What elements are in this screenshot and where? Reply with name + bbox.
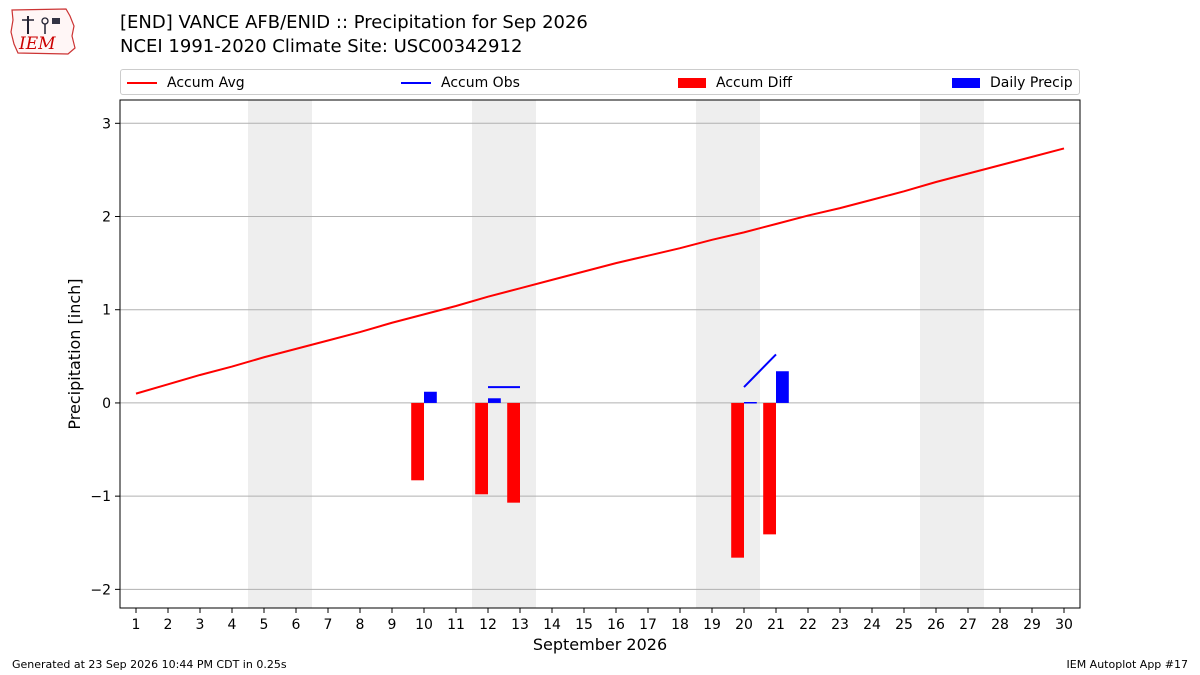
x-tick-label: 28 [991, 617, 1009, 633]
x-tick-label: 6 [292, 617, 301, 633]
x-tick-label: 11 [447, 617, 465, 633]
x-tick-label: 10 [415, 617, 433, 633]
x-tick-label: 5 [260, 617, 269, 633]
legend-item-accum-obs: Accum Obs [401, 73, 520, 93]
generated-footer: Generated at 23 Sep 2026 10:44 PM CDT in… [12, 658, 287, 671]
legend-item-daily-precip: Daily Precip [952, 73, 1073, 93]
x-tick-label: 21 [767, 617, 785, 633]
x-tick-label: 26 [927, 617, 945, 633]
legend-item-accum-avg: Accum Avg [127, 73, 245, 93]
x-tick-label: 30 [1055, 617, 1073, 633]
accum-diff-bar [475, 402, 488, 495]
daily-precip-bar [424, 391, 437, 403]
x-tick-label: 29 [1023, 617, 1041, 633]
x-axis-label: September 2026 [533, 635, 667, 654]
accum-obs-line [743, 353, 777, 388]
accum-avg-line [135, 147, 1065, 395]
x-tick-label: 24 [863, 617, 881, 633]
app-footer: IEM Autoplot App #17 [1066, 658, 1189, 671]
daily-precip-bar [744, 402, 757, 404]
y-tick-label: 0 [102, 396, 111, 412]
x-tick-label: 17 [639, 617, 657, 633]
accum-diff-bar [507, 402, 520, 503]
x-tick-label: 13 [511, 617, 529, 633]
legend-swatch [952, 78, 980, 88]
x-tick-label: 19 [703, 617, 721, 633]
x-tick-label: 14 [543, 617, 561, 633]
x-tick-label: 7 [324, 617, 333, 633]
chart-subtitle: NCEI 1991-2020 Climate Site: USC00342912 [120, 36, 523, 57]
x-tick-label: 3 [196, 617, 205, 633]
logo-text: IEM [18, 34, 56, 54]
x-tick-label: 16 [607, 617, 625, 633]
legend-label: Accum Diff [716, 75, 793, 91]
y-tick-label: 2 [102, 210, 111, 226]
x-tick-label: 2 [164, 617, 173, 633]
y-tick-label: 1 [102, 303, 111, 319]
plot-frame [119, 99, 1081, 609]
legend-swatch [127, 82, 157, 84]
weekend-band [472, 100, 536, 608]
legend-label: Accum Obs [441, 75, 520, 91]
iem-logo: IEM [8, 6, 78, 62]
weekend-band [696, 100, 760, 608]
chart-legend: Accum Avg Accum Obs Accum Diff Daily Pre… [120, 69, 1080, 95]
x-tick-label: 9 [388, 617, 397, 633]
accum-diff-bar [731, 402, 744, 558]
daily-precip-bar [488, 398, 501, 403]
accum-diff-bar [411, 402, 424, 481]
x-tick-label: 4 [228, 617, 237, 633]
x-tick-label: 12 [479, 617, 497, 633]
x-tick-label: 8 [356, 617, 365, 633]
accum-diff-bar [763, 402, 776, 535]
x-tick-label: 25 [895, 617, 913, 633]
x-tick-label: 23 [831, 617, 849, 633]
weekend-band [920, 100, 984, 608]
x-tick-label: 18 [671, 617, 689, 633]
y-axis-label: Precipitation [inch] [65, 278, 84, 429]
legend-swatch [401, 82, 431, 84]
x-tick-label: 1 [132, 617, 141, 633]
y-tick-label: −2 [90, 582, 111, 598]
chart-title: [END] VANCE AFB/ENID :: Precipitation fo… [120, 12, 588, 33]
legend-label: Daily Precip [990, 75, 1073, 91]
x-tick-label: 27 [959, 617, 977, 633]
x-tick-label: 15 [575, 617, 593, 633]
x-tick-label: 22 [799, 617, 817, 633]
legend-swatch [678, 78, 706, 88]
y-tick-label: 3 [102, 116, 111, 132]
daily-precip-bar [776, 371, 789, 403]
x-tick-label: 20 [735, 617, 753, 633]
legend-item-accum-diff: Accum Diff [678, 73, 792, 93]
legend-label: Accum Avg [167, 75, 245, 91]
y-tick-label: −1 [90, 489, 111, 505]
